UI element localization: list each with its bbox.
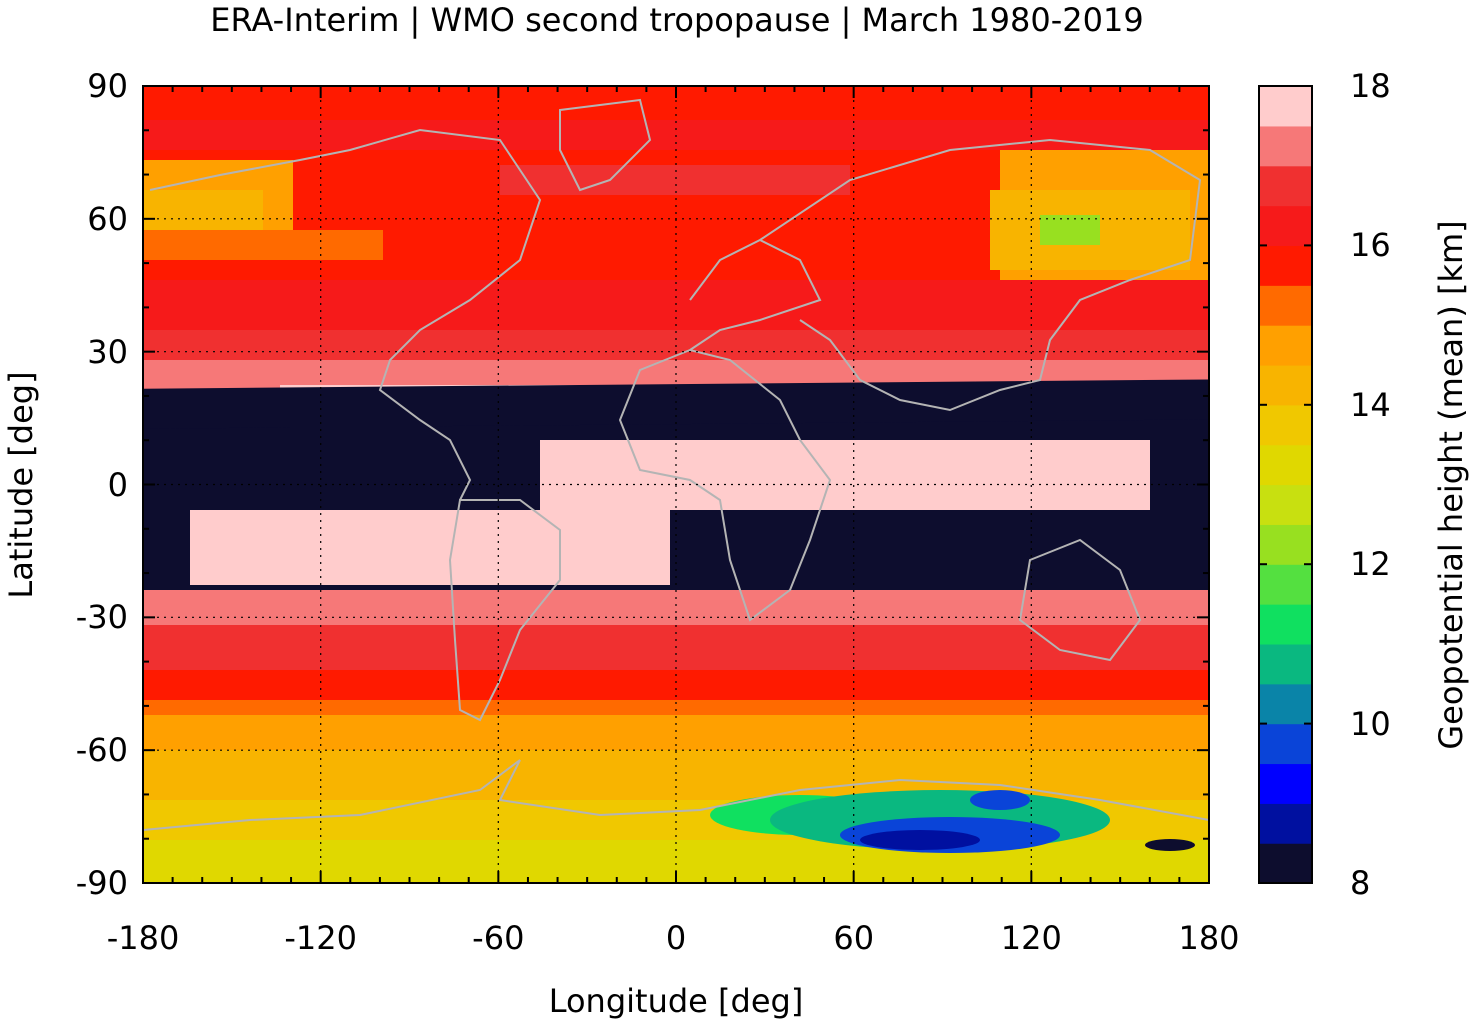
- colorbar-segment: [1259, 245, 1312, 286]
- colorbar-label: Geopotential height (mean) [km]: [1432, 220, 1470, 750]
- x-tick-label: 180: [1178, 919, 1240, 957]
- colorbar-segment: [1259, 723, 1312, 765]
- y-tick-label: 0: [107, 465, 128, 504]
- x-tick-label: 0: [665, 919, 687, 957]
- x-axis-label: Longitude [deg]: [548, 982, 804, 1020]
- colorbar: [1259, 86, 1312, 884]
- colorbar-segment: [1259, 843, 1312, 884]
- colorbar-segment: [1259, 404, 1312, 446]
- colorbar-segment: [1259, 364, 1312, 406]
- colorbar-segment: [1259, 803, 1312, 844]
- coastlines: [143, 98, 1209, 831]
- colorbar-tick-label: 14: [1350, 385, 1391, 424]
- colorbar-segment: [1259, 444, 1312, 486]
- y-tick-label: 30: [87, 332, 128, 371]
- colorbar-segment: [1259, 484, 1312, 525]
- grid-lines: [143, 86, 1209, 883]
- colorbar-segment: [1259, 763, 1312, 804]
- x-tick-label: -60: [472, 919, 525, 957]
- colorbar-tick-label: 12: [1350, 545, 1391, 584]
- colorbar-segment: [1259, 125, 1312, 167]
- colorbar-segment: [1259, 643, 1312, 685]
- colorbar-segment: [1259, 285, 1312, 326]
- colorbar-segment: [1259, 604, 1312, 645]
- colorbar-segment: [1259, 683, 1312, 725]
- colorbar-segment: [1259, 86, 1312, 127]
- y-tick-label: -60: [75, 731, 128, 770]
- colorbar-segment: [1259, 165, 1312, 207]
- x-tick-label: -180: [106, 919, 180, 957]
- axis-ticks: [142, 85, 1210, 884]
- colorbar-tick-label: 10: [1350, 704, 1391, 743]
- colorbar-segment: [1259, 524, 1312, 565]
- y-tick-label: -30: [75, 598, 128, 637]
- colorbar-tick-label: 8: [1350, 864, 1371, 902]
- y-tick-label: 90: [87, 67, 128, 105]
- x-tick-label: -120: [284, 919, 357, 957]
- colorbar-tick-label: 16: [1350, 226, 1391, 265]
- colorbar-ticks: [1259, 85, 1312, 884]
- colorbar-segment: [1259, 564, 1312, 605]
- colorbar-frame: [1258, 85, 1313, 884]
- x-tick-label: 60: [833, 919, 875, 957]
- y-axis-label: Latitude [deg]: [2, 371, 40, 599]
- y-tick-label: -90: [75, 864, 128, 902]
- colorbar-segment: [1259, 205, 1312, 246]
- x-tick-label: 120: [1000, 919, 1062, 957]
- y-tick-label: 60: [87, 199, 128, 238]
- figure-title: ERA-Interim | WMO second tropopause | Ma…: [210, 1, 1144, 39]
- colorbar-segment: [1259, 325, 1312, 366]
- colorbar-tick-label: 18: [1350, 67, 1391, 105]
